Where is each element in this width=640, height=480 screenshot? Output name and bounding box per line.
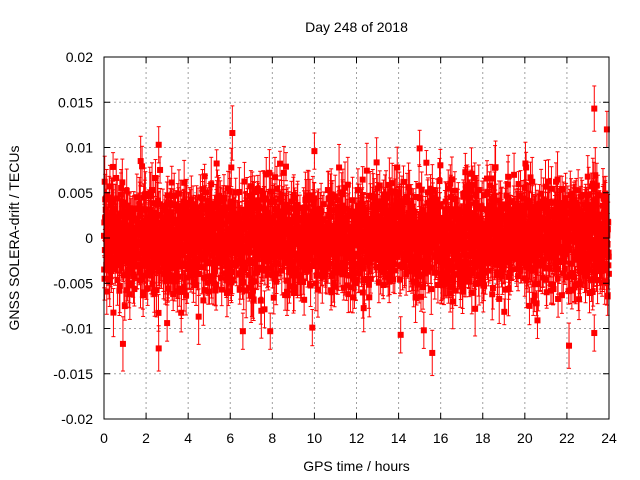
data-point (261, 290, 268, 329)
x-tick-label: 8 (268, 430, 276, 446)
y-axis-label: GNSS SOLERA-drift / TECUs (6, 146, 22, 331)
data-point (363, 142, 370, 199)
data-point (420, 311, 427, 349)
data-point (437, 148, 444, 182)
data-point (336, 143, 343, 192)
data-point (239, 312, 246, 350)
x-tick-label: 10 (307, 430, 323, 446)
data-point (501, 298, 508, 326)
data-point (429, 329, 436, 377)
data-point (309, 308, 316, 347)
data-point (566, 322, 573, 369)
x-tick-label: 2 (142, 430, 150, 446)
data-point (195, 288, 202, 345)
data-point (423, 150, 430, 176)
y-tick-label: -0.02 (61, 411, 93, 427)
x-axis-label: GPS time / hours (303, 458, 410, 474)
data-point (301, 284, 308, 316)
data-point (311, 132, 318, 170)
data-point (534, 301, 541, 339)
y-tick-label: -0.01 (61, 321, 93, 337)
x-tick-label: 24 (601, 430, 617, 446)
data-point (213, 149, 220, 178)
x-tick-label: 0 (100, 430, 108, 446)
y-tick-label: 0.005 (58, 185, 93, 201)
data-point (155, 325, 162, 372)
data-point (416, 129, 423, 168)
data-points (101, 85, 612, 377)
data-point (110, 152, 117, 182)
data-point (155, 126, 162, 164)
data-point (110, 288, 117, 338)
y-tick-label: -0.005 (53, 275, 93, 291)
data-point (591, 85, 598, 132)
y-tick-label: 0 (85, 230, 93, 246)
x-tick-label: 16 (433, 430, 449, 446)
y-tick-label: 0.01 (66, 140, 93, 156)
x-tick-label: 6 (226, 430, 234, 446)
y-tick-label: 0.02 (66, 49, 93, 65)
x-tick-label: 4 (184, 430, 192, 446)
x-tick-label: 12 (349, 430, 365, 446)
data-point (591, 314, 598, 352)
x-tick-label: 20 (517, 430, 533, 446)
y-tick-label: -0.015 (53, 366, 93, 382)
data-point (164, 304, 171, 342)
chart-title: Day 248 of 2018 (305, 19, 408, 35)
data-point (558, 276, 565, 314)
data-point (119, 316, 126, 372)
data-point (137, 135, 144, 187)
data-point (472, 281, 479, 337)
x-tick-label: 18 (475, 430, 491, 446)
x-tick-label: 22 (559, 430, 575, 446)
x-tick-label: 14 (391, 430, 407, 446)
y-tick-label: 0.015 (58, 94, 93, 110)
